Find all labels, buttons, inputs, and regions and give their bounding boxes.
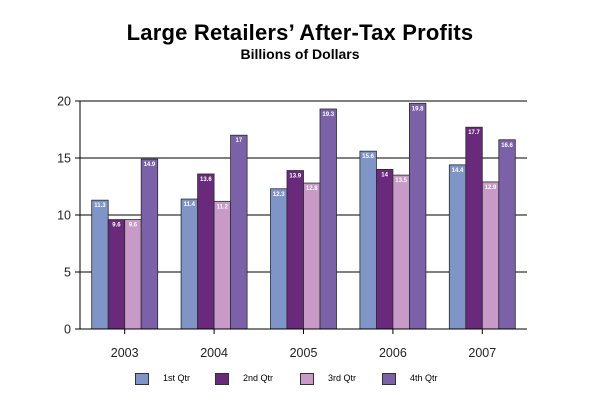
bar xyxy=(448,164,467,330)
legend-item: 2nd Qtr xyxy=(215,371,273,385)
legend-swatch xyxy=(382,372,396,385)
data-label: 12.9 xyxy=(485,185,497,191)
legend-swatch xyxy=(300,372,314,385)
bar xyxy=(107,219,126,330)
data-label: 12.3 xyxy=(273,192,285,198)
bar xyxy=(498,139,516,330)
data-label: 15.6 xyxy=(362,154,374,160)
bar xyxy=(392,174,410,330)
legend-item: 3rd Qtr xyxy=(300,371,356,385)
y-tick-label: 20 xyxy=(57,95,71,109)
bar xyxy=(481,181,500,330)
legend-label: 2nd Qtr xyxy=(243,373,274,383)
data-label: 19.8 xyxy=(412,106,424,112)
bar xyxy=(197,173,215,330)
data-label: 14.4 xyxy=(452,168,464,174)
bar xyxy=(230,134,248,330)
bar xyxy=(140,158,159,330)
bar xyxy=(91,199,109,330)
legend-label: 1st Qtr xyxy=(163,373,191,383)
data-label: 16.6 xyxy=(501,143,513,149)
data-label: 11.3 xyxy=(94,203,106,209)
chart-subtitle: Billions of Dollars xyxy=(240,46,360,62)
legend-item: 1st Qtr xyxy=(135,371,190,385)
data-label: 11.4 xyxy=(184,202,196,208)
bar xyxy=(408,102,427,330)
bar xyxy=(319,108,337,330)
bar xyxy=(359,150,377,330)
chart-title: Large Retailers’ After-Tax Profits xyxy=(126,20,474,45)
data-label: 13.5 xyxy=(395,178,407,184)
y-tick-label: 10 xyxy=(57,209,71,223)
legend-swatch xyxy=(215,372,229,385)
legend-label: 4th Qtr xyxy=(410,373,438,383)
bar xyxy=(286,170,304,330)
legend-item: 4th Qtr xyxy=(382,371,438,385)
bar xyxy=(180,198,199,330)
x-tick-label: 2006 xyxy=(379,346,407,360)
bar xyxy=(465,126,483,330)
legend-label: 3rd Qtr xyxy=(328,373,357,383)
y-tick-label: 5 xyxy=(64,266,71,280)
data-label: 11.2 xyxy=(217,204,229,210)
bar xyxy=(124,219,142,330)
y-tick-label: 0 xyxy=(64,323,71,337)
data-label: 17 xyxy=(236,138,243,144)
data-label: 13.9 xyxy=(289,174,301,180)
data-label: 17.7 xyxy=(468,130,480,136)
x-tick-label: 2003 xyxy=(111,346,139,360)
x-tick-label: 2005 xyxy=(290,346,318,360)
chart-legend: 1st Qtr 2nd Qtr 3rd Qtr 4th Qtr xyxy=(0,371,600,387)
y-tick-label: 15 xyxy=(57,152,71,166)
bar xyxy=(213,200,232,330)
bar xyxy=(303,182,321,330)
data-label: 12.8 xyxy=(306,186,318,192)
data-label: 14.9 xyxy=(144,162,156,168)
data-label: 13.6 xyxy=(200,177,212,183)
data-label: 14 xyxy=(381,172,388,178)
data-label: 9.6 xyxy=(112,223,121,229)
bar xyxy=(270,188,288,330)
x-tick-label: 2007 xyxy=(468,346,496,360)
legend-swatch xyxy=(135,372,149,385)
x-tick-label: 2004 xyxy=(200,346,228,360)
data-label: 19.3 xyxy=(322,112,334,118)
data-label: 9.6 xyxy=(129,223,138,229)
bar xyxy=(375,168,394,330)
